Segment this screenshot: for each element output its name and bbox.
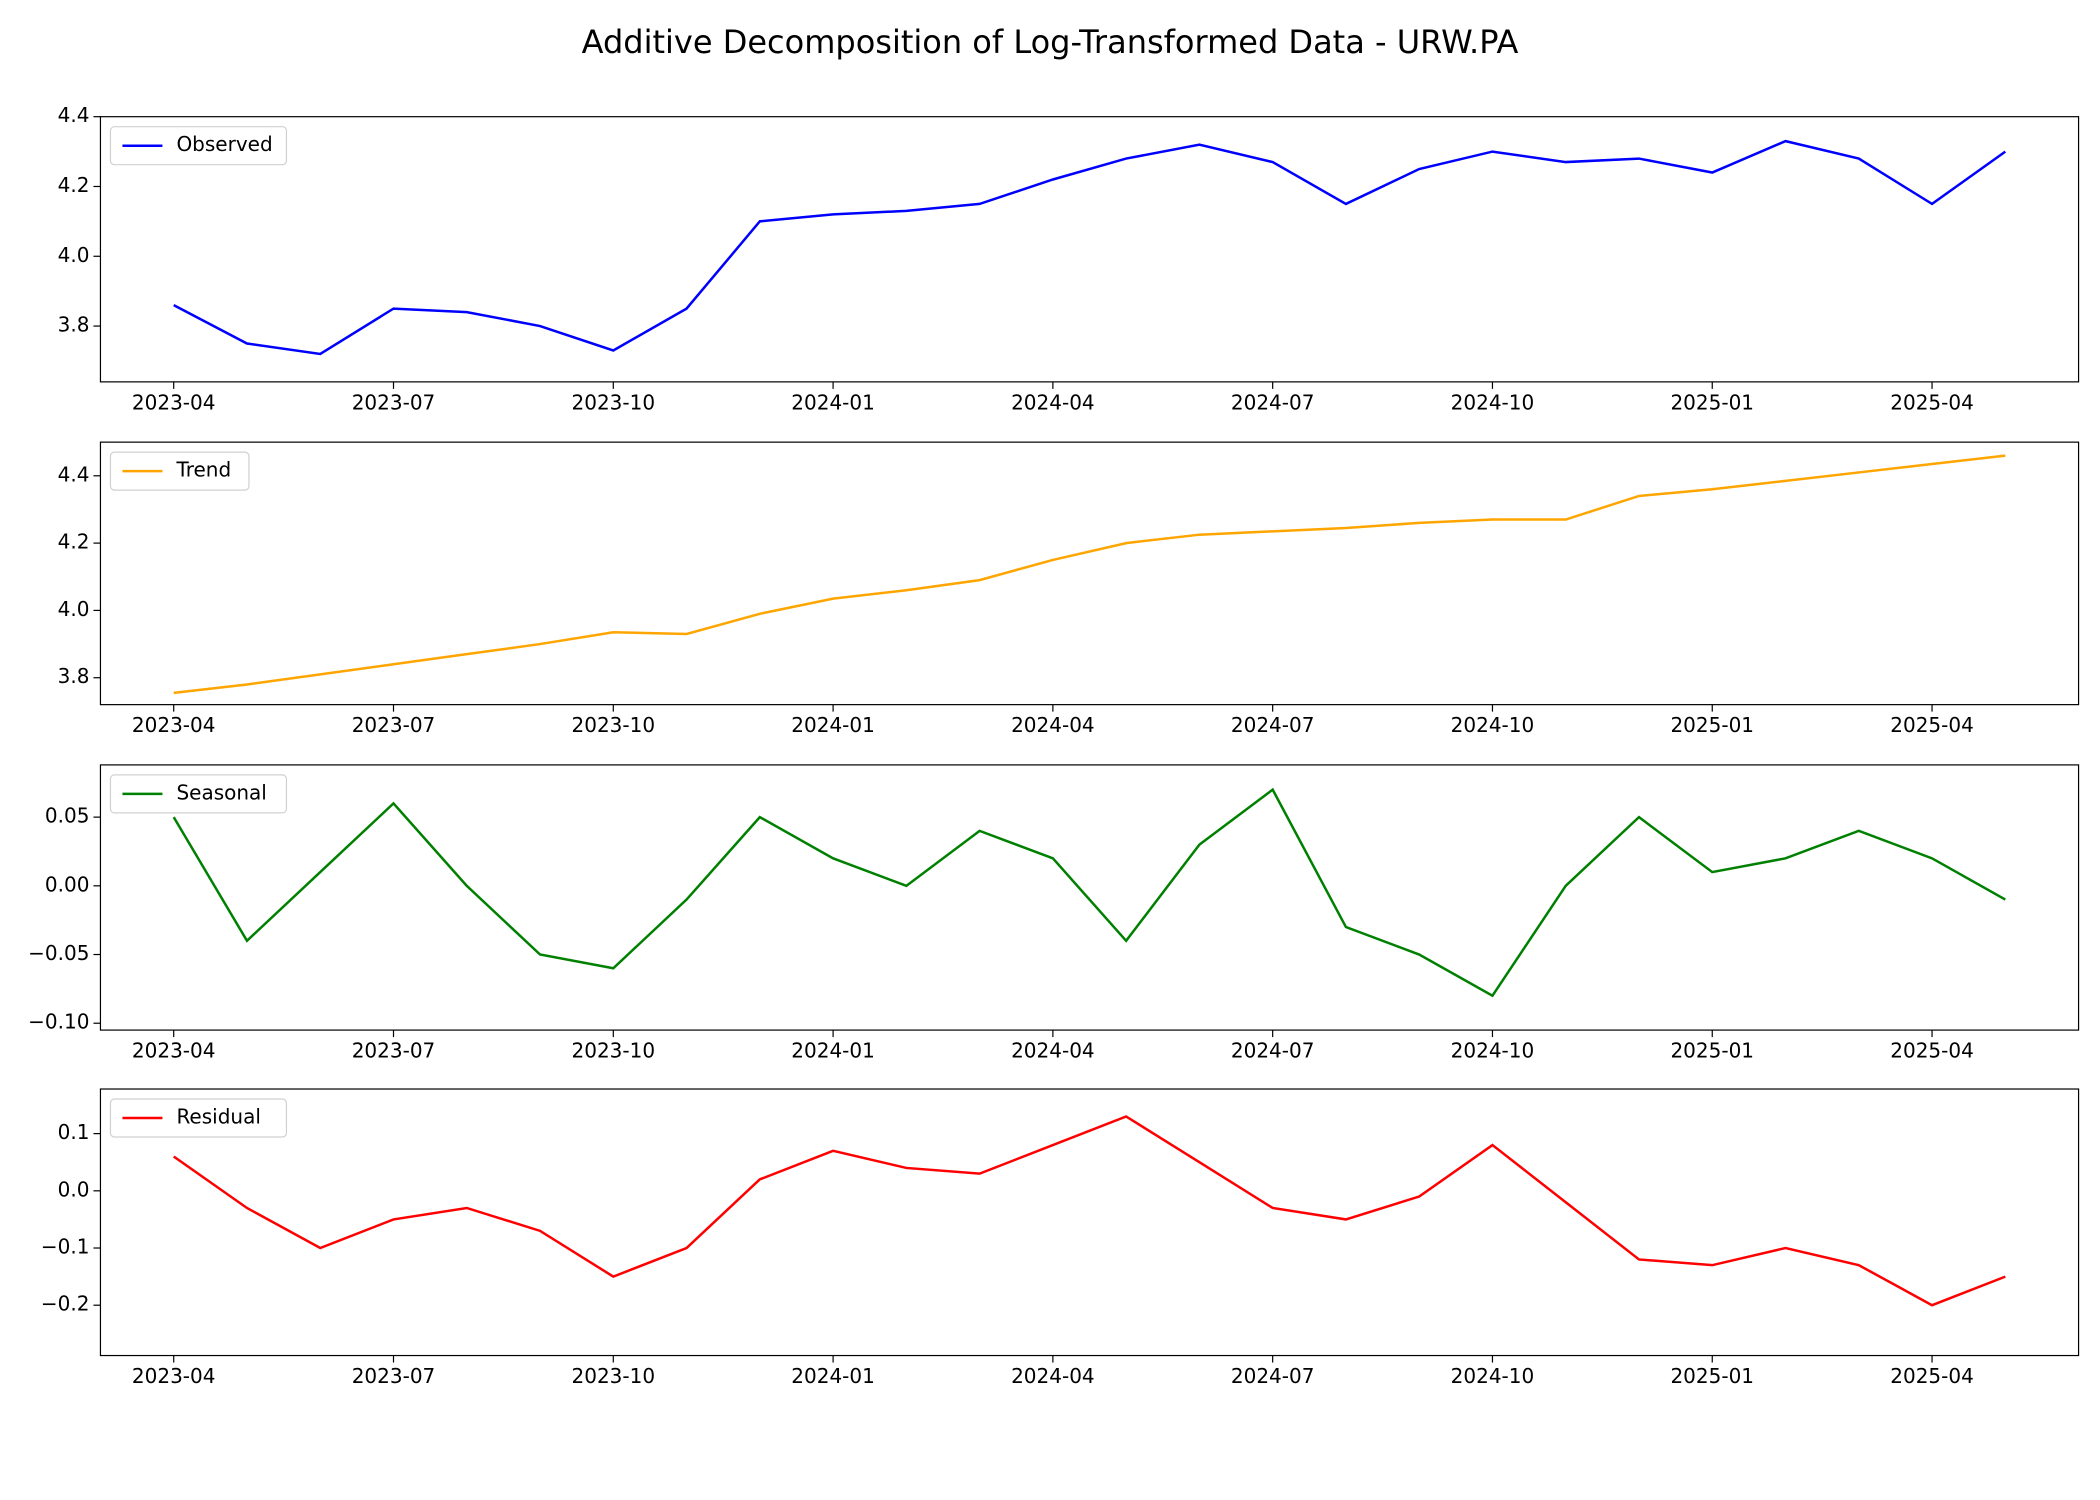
x-tick-label: 2023-04	[132, 390, 216, 414]
axes-frame	[99, 764, 2080, 1031]
y-tick-label: −0.05	[28, 941, 89, 965]
x-tick-label: 2024-07	[1231, 1364, 1315, 1388]
x-tick-label: 2023-07	[352, 390, 436, 414]
legend-label: Trend	[175, 458, 231, 482]
axes-frame	[99, 116, 2080, 383]
legend: Trend	[109, 451, 250, 491]
x-tick-label: 2024-01	[791, 1039, 875, 1063]
y-tick-label: 0.05	[45, 804, 90, 828]
legend-box	[109, 451, 250, 491]
series-line	[172, 1115, 2006, 1307]
legend: Residual	[109, 1098, 288, 1138]
y-tick-label: 0.1	[58, 1120, 90, 1144]
y-tick-label: 3.8	[58, 664, 90, 688]
x-tick-label: 2025-01	[1670, 390, 1754, 414]
y-tick-label: 4.4	[58, 103, 90, 127]
legend-box	[109, 126, 288, 166]
x-tick-label: 2023-10	[572, 1039, 656, 1063]
x-tick-label: 2023-04	[132, 1364, 216, 1388]
y-tick-label: 4.2	[58, 173, 90, 197]
x-tick-label: 2024-10	[1451, 390, 1535, 414]
y-tick-label: −0.10	[28, 1010, 89, 1034]
x-tick-label: 2024-01	[791, 713, 875, 737]
x-tick-label: 2024-01	[791, 1364, 875, 1388]
y-tick-label: 0.0	[58, 1177, 90, 1201]
y-tick-label: 0.00	[45, 872, 90, 896]
x-tick-label: 2023-07	[352, 1364, 436, 1388]
axes-frame	[99, 441, 2080, 706]
y-tick-label: 4.0	[58, 597, 90, 621]
x-tick-label: 2024-07	[1231, 713, 1315, 737]
axes-frame	[99, 1088, 2080, 1357]
x-tick-label: 2024-10	[1451, 1039, 1535, 1063]
series-line	[172, 787, 2006, 998]
legend-label: Seasonal	[176, 780, 266, 804]
y-tick-label: 4.4	[58, 462, 90, 486]
y-tick-label: 4.2	[58, 530, 90, 554]
x-tick-label: 2025-01	[1670, 1364, 1754, 1388]
x-tick-label: 2024-04	[1011, 390, 1095, 414]
x-tick-label: 2024-10	[1451, 1364, 1535, 1388]
x-tick-label: 2024-04	[1011, 1364, 1095, 1388]
legend-box	[109, 1098, 288, 1138]
legend-label: Observed	[176, 132, 272, 156]
y-tick-label: 3.8	[58, 313, 90, 337]
x-tick-label: 2023-07	[352, 713, 436, 737]
legend: Seasonal	[109, 774, 288, 814]
legend-box	[109, 774, 288, 814]
x-tick-label: 2025-04	[1890, 1039, 1974, 1063]
legend-label: Residual	[176, 1105, 260, 1129]
x-tick-label: 2025-04	[1890, 390, 1974, 414]
x-tick-label: 2024-01	[791, 390, 875, 414]
x-tick-label: 2023-07	[352, 1039, 436, 1063]
y-tick-label: 4.0	[58, 243, 90, 267]
x-tick-label: 2025-04	[1890, 1364, 1974, 1388]
x-tick-label: 2024-10	[1451, 713, 1535, 737]
x-tick-label: 2024-07	[1231, 1039, 1315, 1063]
x-tick-label: 2025-04	[1890, 713, 1974, 737]
x-tick-label: 2023-04	[132, 1039, 216, 1063]
y-tick-label: −0.1	[41, 1235, 90, 1259]
x-tick-label: 2024-07	[1231, 390, 1315, 414]
figure-title: Additive Decomposition of Log-Transforme…	[582, 23, 1519, 61]
x-tick-label: 2024-04	[1011, 1039, 1095, 1063]
x-tick-label: 2023-10	[572, 1364, 656, 1388]
series-line	[173, 454, 2006, 695]
series-line	[173, 139, 2007, 356]
legend: Observed	[109, 126, 288, 166]
x-tick-label: 2025-01	[1670, 713, 1754, 737]
x-tick-label: 2023-10	[572, 390, 656, 414]
x-tick-label: 2023-04	[132, 713, 216, 737]
x-tick-label: 2024-04	[1011, 713, 1095, 737]
y-tick-label: −0.2	[41, 1292, 90, 1316]
x-tick-label: 2025-01	[1670, 1039, 1754, 1063]
x-tick-label: 2023-10	[572, 713, 656, 737]
